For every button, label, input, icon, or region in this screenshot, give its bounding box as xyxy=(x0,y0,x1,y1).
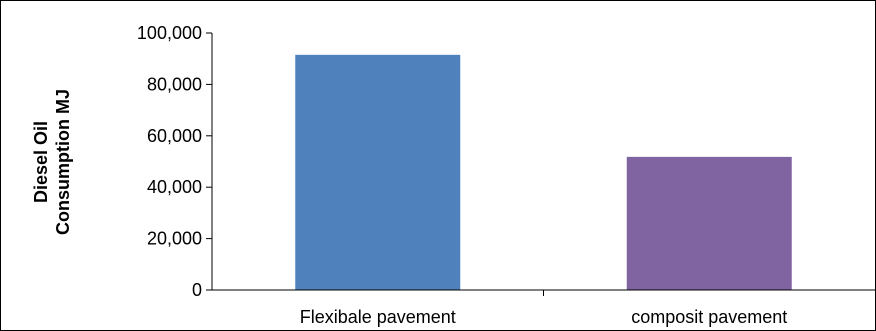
bars xyxy=(295,54,792,290)
y-axis-title-line-2: Consumption MJ xyxy=(53,89,73,235)
x-axis-labels: Flexibale pavement composit pavement xyxy=(300,307,788,327)
y-tick-label: 60,000 xyxy=(147,126,202,146)
y-tick-label: 80,000 xyxy=(147,74,202,94)
axes xyxy=(211,33,875,296)
y-tick-label: 0 xyxy=(192,280,202,300)
y-axis-title-line-1: Diesel Oil xyxy=(31,121,51,203)
y-tick-label: 100,000 xyxy=(137,23,202,43)
y-tick-label: 40,000 xyxy=(147,177,202,197)
bar-2 xyxy=(626,156,792,290)
y-axis-ticks: 0 20,000 40,000 60,000 80,000 100,000 xyxy=(137,23,212,300)
bar-1 xyxy=(295,54,461,290)
x-category-label: composit pavement xyxy=(631,307,787,327)
x-category-label: Flexibale pavement xyxy=(300,307,456,327)
y-tick-label: 20,000 xyxy=(147,229,202,249)
y-axis-title: Diesel Oil Consumption MJ xyxy=(31,89,73,235)
